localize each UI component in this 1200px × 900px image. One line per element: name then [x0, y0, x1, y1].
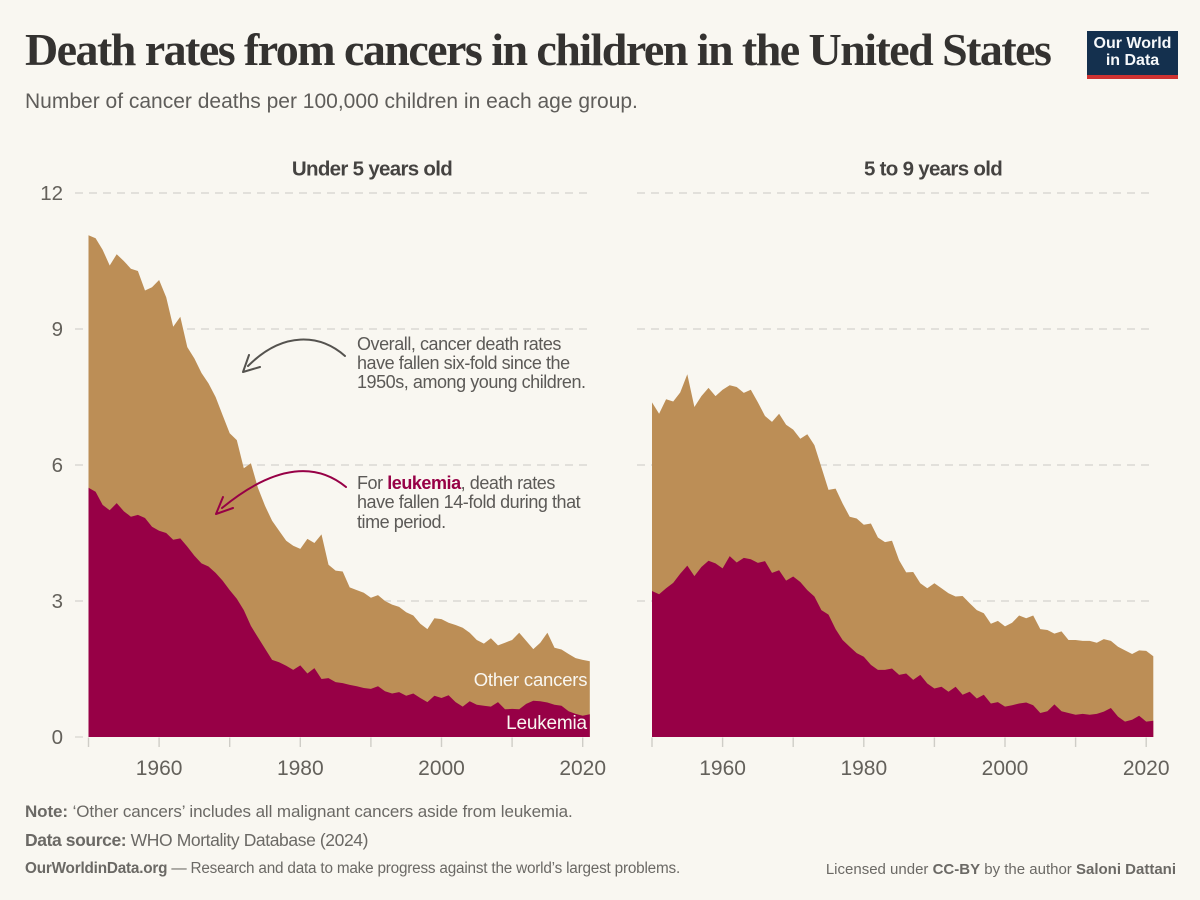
- svg-text:1960: 1960: [136, 757, 183, 780]
- svg-text:Under 5 years old: Under 5 years old: [292, 158, 452, 181]
- svg-text:1960: 1960: [699, 757, 746, 780]
- svg-text:5 to 9 years old: 5 to 9 years old: [864, 158, 1002, 181]
- svg-text:2000: 2000: [982, 757, 1029, 780]
- svg-text:2020: 2020: [1123, 757, 1170, 780]
- svg-text:1980: 1980: [840, 757, 887, 780]
- svg-text:6: 6: [52, 454, 63, 477]
- svg-text:Other cancers: Other cancers: [474, 669, 588, 690]
- svg-text:3: 3: [52, 590, 63, 613]
- svg-text:Leukemia: Leukemia: [506, 713, 587, 734]
- svg-text:2020: 2020: [559, 757, 606, 780]
- svg-text:1980: 1980: [277, 757, 324, 780]
- svg-text:0: 0: [52, 726, 63, 749]
- svg-text:2000: 2000: [418, 757, 465, 780]
- svg-text:12: 12: [40, 182, 63, 205]
- svg-text:9: 9: [52, 318, 63, 341]
